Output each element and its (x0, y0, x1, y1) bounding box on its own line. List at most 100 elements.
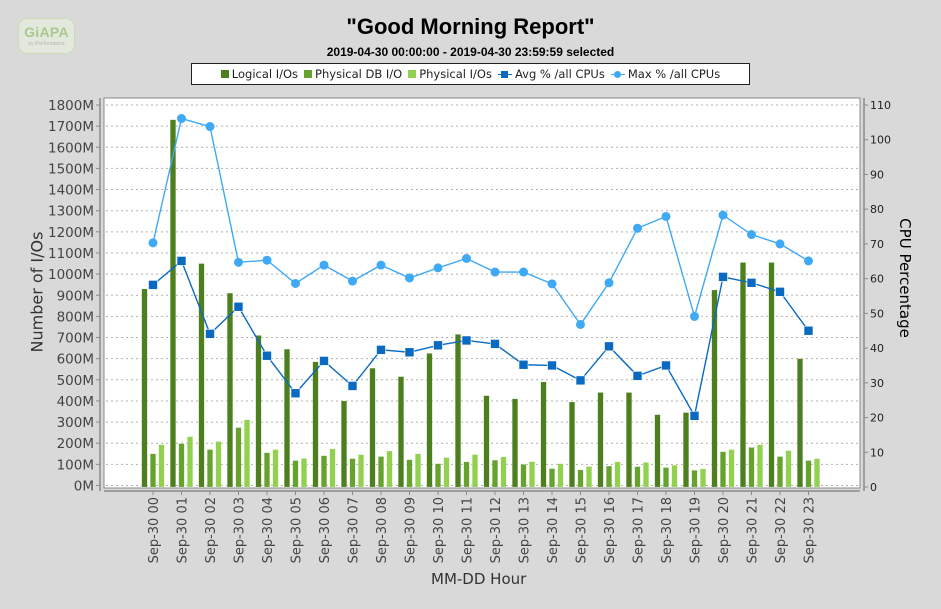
x-tick-label: Sep-30 00 (147, 497, 162, 563)
bar-physical-db-i-o (663, 467, 669, 488)
bar-physical-db-i-o (292, 460, 299, 488)
bar-physical-db-i-o (634, 466, 641, 488)
y-right-tick-label: 90 (870, 168, 884, 181)
line-max-all-cpus (152, 117, 809, 326)
bar-logical-i-os (170, 119, 176, 488)
bar-physical-db-i-o (720, 451, 726, 488)
x-tick-label: Sep-30 02 (204, 497, 219, 563)
x-tick-label: Sep-30 18 (660, 497, 675, 563)
bar-logical-i-os (141, 288, 148, 488)
bar-physical-db-i-o (520, 464, 527, 488)
square-marker-icon (319, 356, 329, 366)
bar-logical-i-os (540, 381, 547, 488)
square-marker-icon (661, 360, 671, 371)
bar-physical-i-os (757, 444, 763, 488)
circle-marker-icon (747, 230, 756, 240)
legend-square-marker-icon (497, 70, 512, 78)
square-marker-icon (205, 329, 215, 339)
bar-physical-i-os (158, 444, 165, 488)
circle-marker-icon (462, 253, 471, 263)
bar-physical-db-i-o (406, 459, 413, 488)
circle-marker-icon (433, 263, 443, 273)
square-marker-icon (518, 359, 529, 370)
line-avg-all-cpus (152, 259, 810, 418)
x-tick-label: Sep-30 20 (717, 497, 732, 563)
bar-physical-db-i-o (349, 458, 356, 488)
bar-physical-i-os (785, 450, 792, 488)
square-marker-icon (404, 347, 415, 358)
bar-physical-db-i-o (463, 461, 470, 488)
circle-marker-icon (576, 319, 585, 329)
y-tick-label: 800M (57, 309, 94, 325)
circle-marker-icon (661, 211, 671, 221)
x-tick-label: Sep-30 15 (575, 497, 590, 563)
circle-marker-icon (205, 122, 215, 132)
bar-logical-i-os (569, 401, 575, 488)
legend-circle-marker-icon (610, 70, 625, 78)
circle-marker-icon (490, 267, 500, 277)
bar-logical-i-os (683, 412, 689, 488)
x-tick-label: Sep-30 06 (318, 497, 333, 563)
bar-physical-i-os (187, 436, 193, 488)
legend-item-physical-ios: Physical I/Os (408, 67, 492, 81)
y-tick-label: 1000M (48, 267, 94, 283)
square-marker-icon (461, 335, 472, 346)
square-marker-icon (604, 341, 614, 352)
x-tick-label: Sep-30 08 (375, 497, 390, 563)
plot-area (103, 97, 861, 489)
square-marker-icon (233, 301, 244, 312)
square-marker-icon (490, 339, 500, 349)
y-right-tick-label: 20 (870, 412, 884, 425)
y-tick-label: 1400M (48, 183, 94, 199)
y-tick-label: 0M (74, 479, 94, 495)
logo-text: GiAPA (24, 24, 69, 40)
y-tick-label: 200M (57, 436, 94, 452)
bar-physical-db-i-o (150, 453, 156, 488)
bar-physical-db-i-o (435, 463, 441, 488)
x-tick-label: Sep-30 17 (632, 497, 647, 563)
y-right-tick-label: 60 (870, 273, 884, 286)
square-marker-icon (746, 278, 757, 288)
bar-physical-i-os (272, 449, 279, 488)
x-tick-label: Sep-30 22 (774, 497, 789, 563)
legend-label: Logical I/Os (231, 67, 299, 81)
bar-physical-i-os (329, 448, 336, 488)
y-right-tick-label: 30 (870, 377, 884, 390)
bar-physical-i-os (614, 461, 621, 488)
bar-logical-i-os (198, 263, 205, 488)
legend-swatch-icon (220, 70, 229, 78)
y-tick-label: 1700M (48, 119, 94, 135)
bar-physical-i-os (557, 463, 564, 488)
circle-marker-icon (177, 114, 186, 124)
bar-physical-db-i-o (805, 460, 812, 488)
bar-logical-i-os (711, 289, 718, 488)
x-tick-label: Sep-30 09 (404, 497, 419, 563)
bar-logical-i-os (341, 400, 347, 488)
square-marker-icon (547, 360, 557, 371)
bar-logical-i-os (626, 392, 632, 488)
bar-logical-i-os (284, 348, 290, 488)
y-tick-label: 400M (57, 394, 94, 410)
bar-physical-db-i-o (748, 447, 755, 488)
y-tick-label: 300M (57, 415, 94, 431)
circle-marker-icon (291, 278, 300, 288)
y-tick-label: 100M (57, 457, 94, 473)
circle-marker-icon (718, 210, 728, 220)
y-tick-label: 900M (57, 288, 94, 304)
bar-physical-db-i-o (577, 469, 584, 488)
bar-physical-i-os (814, 458, 820, 488)
y-tick-label: 1600M (48, 140, 94, 156)
circle-marker-icon (376, 260, 386, 270)
y-right-tick-label: 110 (870, 99, 891, 112)
circle-marker-icon (633, 223, 642, 233)
x-axis-label: MM-DD Hour (431, 570, 527, 588)
square-marker-icon (176, 256, 187, 266)
y-right-tick-label: 100 (870, 134, 891, 147)
circle-marker-icon (604, 278, 614, 288)
circle-marker-icon (690, 311, 699, 321)
x-tick-label: Sep-30 19 (689, 497, 704, 563)
y-tick-label: 1200M (48, 225, 94, 241)
bar-physical-i-os (215, 441, 222, 488)
bar-logical-i-os (312, 361, 319, 488)
